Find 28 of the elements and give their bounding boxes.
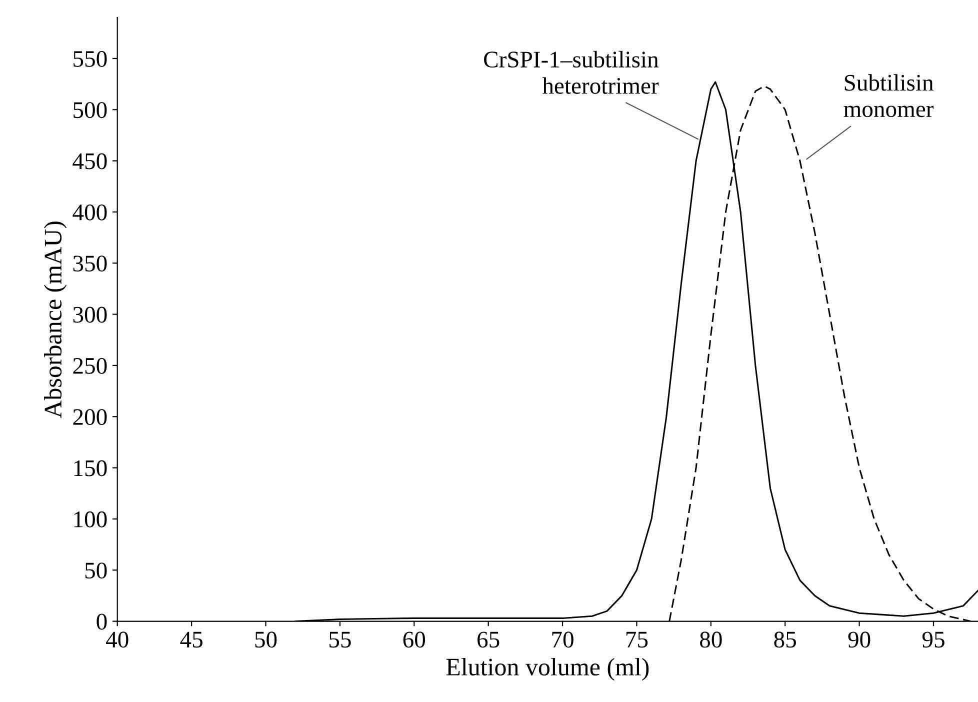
y-tick-label: 50 bbox=[85, 562, 107, 579]
y-tick-label: 400 bbox=[72, 204, 107, 220]
y-tick-label: 350 bbox=[73, 256, 107, 272]
y-tick-label: 450 bbox=[72, 153, 107, 170]
x-tick-label: 55 bbox=[330, 632, 351, 648]
x-tick-label: 80 bbox=[700, 632, 722, 648]
y-tick-label: 300 bbox=[73, 306, 107, 323]
y-tick-label: 200 bbox=[73, 409, 107, 426]
y-axis-title: Absorbance (mAU) bbox=[44, 222, 67, 418]
x-tick-label: 60 bbox=[403, 632, 426, 648]
x-tick-label: 85 bbox=[774, 632, 796, 648]
x-tick-label: 40 bbox=[106, 632, 128, 648]
x-tick-label: 45 bbox=[180, 632, 202, 648]
y-tick-label: 250 bbox=[73, 358, 107, 374]
x-tick-label: 65 bbox=[478, 632, 500, 648]
y-tick-label: 500 bbox=[74, 102, 107, 118]
x-tick-label: 50 bbox=[255, 632, 277, 648]
y-tick-label: 550 bbox=[74, 50, 107, 67]
x-tick-label: 95 bbox=[922, 632, 944, 648]
y-tick-label: 150 bbox=[74, 460, 107, 476]
x-tick-label: 70 bbox=[552, 632, 574, 648]
y-tick-label: 0 bbox=[96, 614, 107, 630]
x-tick-label: 90 bbox=[848, 632, 870, 648]
annotation: CrSPI-1–subtilisin heterotrimer bbox=[484, 50, 659, 94]
x-axis-title: Elution volume (ml) bbox=[446, 658, 649, 681]
x-tick-label: 75 bbox=[626, 632, 648, 648]
y-tick-label: 100 bbox=[74, 511, 107, 528]
annotation: Subtilisin monomer bbox=[844, 74, 934, 118]
